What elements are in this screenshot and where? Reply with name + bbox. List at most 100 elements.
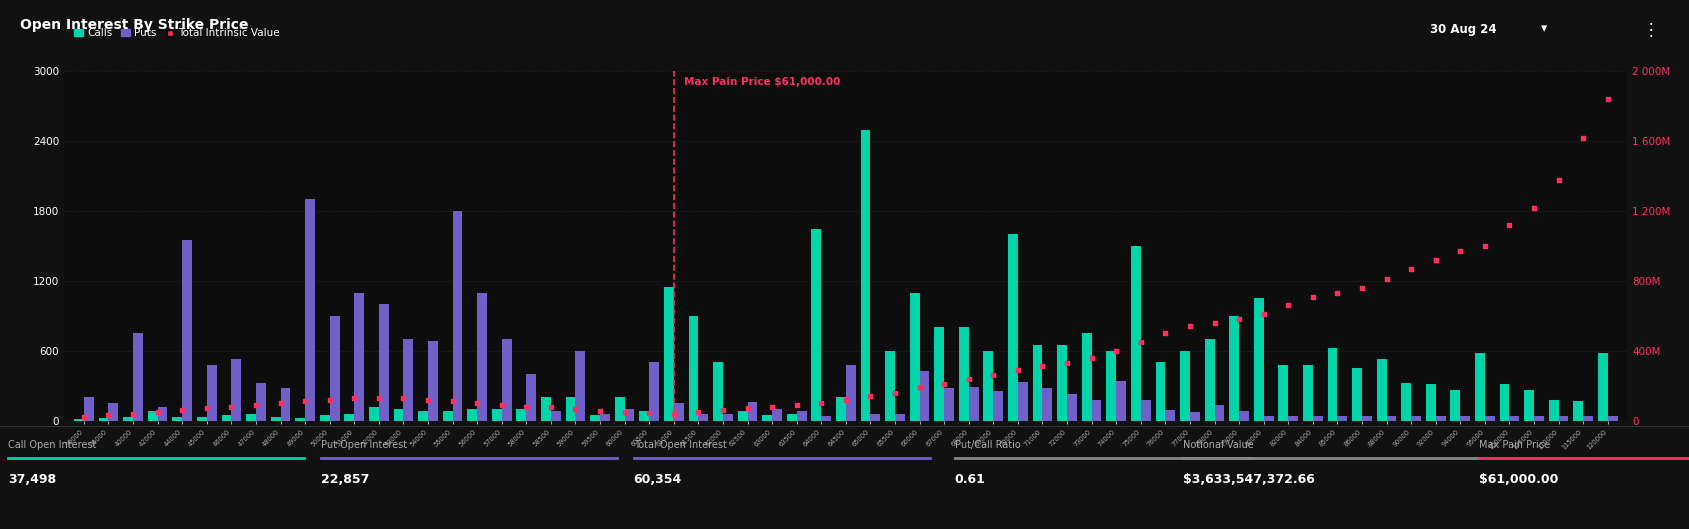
Text: Max Pain Price: Max Pain Price <box>1478 440 1549 450</box>
Bar <box>319 415 329 421</box>
Point <box>537 403 564 412</box>
Bar <box>1263 416 1274 421</box>
Point <box>1471 242 1498 250</box>
Bar <box>98 418 108 421</box>
Bar <box>84 397 93 421</box>
Bar <box>1189 413 1199 421</box>
Bar <box>1277 364 1287 421</box>
Point <box>954 375 981 383</box>
Bar <box>296 418 306 421</box>
Bar <box>491 409 502 421</box>
Bar <box>1547 399 1557 421</box>
Point <box>931 380 958 388</box>
Point <box>562 405 589 414</box>
Bar <box>625 409 633 421</box>
Point <box>1029 362 1056 371</box>
Bar <box>968 387 978 421</box>
Bar <box>958 327 968 421</box>
Point <box>905 383 932 391</box>
Point <box>635 408 662 417</box>
Bar <box>1572 401 1583 421</box>
Point <box>1422 256 1449 264</box>
Bar <box>836 397 846 421</box>
Point <box>463 399 490 407</box>
Point <box>709 406 736 414</box>
Bar <box>934 327 944 421</box>
Text: 37,498: 37,498 <box>8 473 56 487</box>
Bar <box>664 287 674 421</box>
Bar <box>738 411 747 421</box>
Bar <box>1287 416 1297 421</box>
Bar <box>1204 339 1214 421</box>
Bar <box>1081 333 1091 421</box>
Bar <box>1436 416 1444 421</box>
Bar <box>417 411 427 421</box>
Point <box>1520 203 1547 212</box>
Point <box>807 399 834 407</box>
Point <box>169 406 196 414</box>
Bar <box>147 411 157 421</box>
Point <box>1299 293 1326 301</box>
Text: 22,857: 22,857 <box>321 473 370 487</box>
Text: $61,000.00: $61,000.00 <box>1478 473 1557 487</box>
Bar <box>1523 390 1534 421</box>
Bar <box>1449 390 1459 421</box>
Point <box>341 394 368 402</box>
Point <box>292 397 319 406</box>
Point <box>120 409 147 418</box>
Bar <box>1140 399 1150 421</box>
Bar <box>1508 416 1518 421</box>
Bar <box>525 374 535 421</box>
Legend: Calls, Puts, Total Intrinsic Value: Calls, Puts, Total Intrinsic Value <box>69 24 284 43</box>
Bar <box>1017 382 1027 421</box>
Point <box>1274 301 1301 309</box>
Bar <box>453 211 463 421</box>
Bar <box>1606 416 1616 421</box>
Text: Total Open Interest: Total Open Interest <box>633 440 726 450</box>
Bar <box>1106 351 1115 421</box>
Text: Max Pain Price $61,000.00: Max Pain Price $61,000.00 <box>684 77 839 87</box>
Bar <box>566 397 576 421</box>
Bar <box>1534 416 1544 421</box>
Bar <box>713 362 723 421</box>
Point <box>1593 95 1620 104</box>
Bar <box>517 409 525 421</box>
Point <box>1176 322 1203 331</box>
Bar <box>1165 410 1174 421</box>
Bar <box>468 409 476 421</box>
Bar <box>1485 416 1493 421</box>
Text: $3,633,547,372.66: $3,633,547,372.66 <box>1182 473 1314 487</box>
Bar <box>306 199 314 421</box>
Bar <box>787 414 796 421</box>
Text: 0.61: 0.61 <box>954 473 985 487</box>
Bar <box>1459 416 1469 421</box>
Bar <box>1007 234 1017 421</box>
Bar <box>1253 298 1263 421</box>
Bar <box>762 415 772 421</box>
Bar <box>378 304 388 421</box>
Bar <box>198 417 206 421</box>
Text: 60,354: 60,354 <box>633 473 682 487</box>
Bar <box>172 417 182 421</box>
Bar <box>427 341 437 421</box>
Bar <box>476 293 486 421</box>
Point <box>758 403 785 411</box>
Point <box>1446 247 1473 256</box>
Bar <box>860 130 870 421</box>
Bar <box>600 414 610 421</box>
Bar <box>1474 353 1485 421</box>
Bar <box>1557 416 1567 421</box>
Point <box>782 400 809 409</box>
Bar <box>615 397 625 421</box>
Bar <box>231 359 242 421</box>
Text: Put/Call Ratio: Put/Call Ratio <box>954 440 1020 450</box>
Bar <box>270 417 280 421</box>
Point <box>512 403 539 411</box>
Bar <box>1042 388 1052 421</box>
Bar <box>404 339 414 421</box>
Bar <box>221 415 231 421</box>
Bar <box>1214 405 1223 421</box>
Point <box>980 371 1007 379</box>
Bar <box>1130 246 1140 421</box>
Bar <box>280 388 291 421</box>
